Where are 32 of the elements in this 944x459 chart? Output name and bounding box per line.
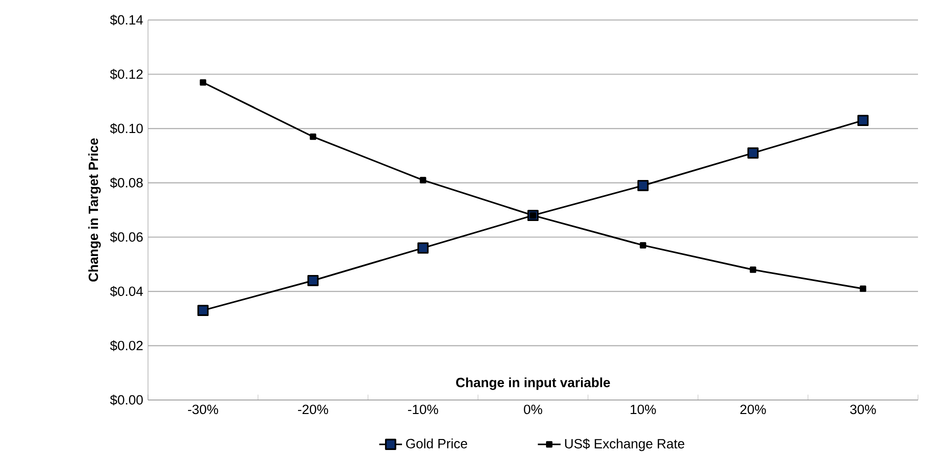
y-tick-label: $0.04 [110,286,143,297]
y-axis-title: Change in Target Price [88,138,101,282]
y-tick-label: $0.06 [110,232,143,243]
x-tick-label: 30% [850,404,876,414]
y-tick-label: $0.14 [110,14,143,26]
point [860,286,866,292]
point [307,274,319,286]
y-tick-label: $0.12 [110,68,143,80]
y-tick-label: $0.00 [110,394,143,406]
y-tick-label: $0.02 [110,340,143,352]
x-tick-label: 0% [524,404,542,414]
x-tick-label: -10% [408,404,438,414]
point [530,212,536,219]
point [640,242,646,248]
point [197,304,209,316]
point [420,176,426,184]
y-tick-label: $0.10 [110,123,143,134]
legend-label: US$ Exchange Rate [565,438,684,452]
point [747,147,759,159]
x-tick-label: -20% [298,404,328,414]
point [200,79,206,86]
point [750,266,756,273]
x-tick-label: 20% [740,404,766,414]
point [857,114,869,126]
legend-label: Gold Price [406,438,468,448]
x-axis-title: Change in input variable [456,377,610,390]
x-tick-label: -30% [188,404,218,414]
y-tick-label: $0.08 [110,177,143,188]
point [637,180,649,192]
point [417,242,429,254]
point [310,134,316,140]
x-tick-label: 10% [630,404,656,414]
